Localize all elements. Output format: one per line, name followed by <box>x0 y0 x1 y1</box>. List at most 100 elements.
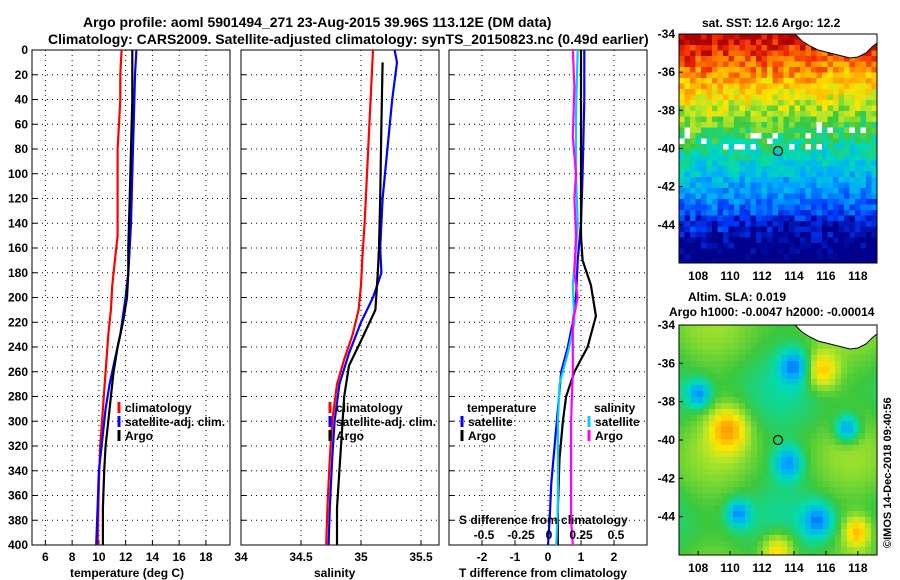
sla-cell <box>703 343 710 350</box>
sla-cell <box>811 523 818 530</box>
sst-cell <box>767 221 773 227</box>
sst-cell <box>800 83 806 90</box>
sst-cell <box>816 94 823 101</box>
sst-cell <box>728 248 735 255</box>
sla-cell <box>739 511 746 518</box>
depth-tick-label: 140 <box>8 216 28 230</box>
sla-cell <box>865 445 872 452</box>
sla-cell <box>853 517 860 524</box>
sla-cell <box>829 547 836 554</box>
sla-cell <box>763 553 770 555</box>
sst-cell <box>794 72 801 79</box>
sla-cell <box>727 493 734 500</box>
sla-cell <box>823 457 830 464</box>
sla-cell <box>751 463 758 470</box>
depth-tick-label: 260 <box>8 365 28 379</box>
sla-cell <box>751 529 758 536</box>
sst-cell <box>745 210 751 216</box>
sst-cell <box>871 105 877 112</box>
sst-cell <box>778 193 784 200</box>
sla-cell <box>793 415 800 422</box>
sla-cell <box>799 469 806 476</box>
sla-cell <box>865 457 872 464</box>
sla-cell <box>745 523 752 530</box>
sla-cell <box>763 379 770 386</box>
sla-cell <box>829 535 836 542</box>
map-lat-tick-label: -36 <box>658 65 676 79</box>
sla-cell <box>745 427 752 434</box>
sst-cell <box>849 221 856 227</box>
sst-cell <box>701 34 707 40</box>
sst-cell <box>717 116 724 123</box>
sla-cell <box>697 523 704 530</box>
sla-cell <box>763 355 770 362</box>
sla-cell <box>709 553 716 555</box>
sla-cell <box>793 547 800 554</box>
sst-cell <box>783 232 790 238</box>
sst-cell <box>734 204 740 211</box>
sst-cell <box>778 78 784 84</box>
sla-cell <box>781 475 788 482</box>
map-lat-tick-label: -38 <box>658 103 676 117</box>
sst-cell <box>679 105 685 112</box>
sla-cell <box>745 493 752 500</box>
sst-cell <box>849 100 856 106</box>
sla-cell <box>823 451 830 458</box>
sla-cell <box>835 433 842 440</box>
sla-cell <box>679 367 686 374</box>
sst-cell <box>860 160 867 167</box>
sst-cell <box>800 39 806 46</box>
sla-cell <box>709 481 716 488</box>
sst-cell <box>690 199 696 205</box>
sst-cell <box>778 100 784 106</box>
sla-cell <box>715 523 722 530</box>
sst-cell <box>778 259 784 263</box>
sst-cell <box>761 116 768 123</box>
sst-cell <box>789 34 795 40</box>
sst-cell <box>778 72 784 79</box>
sla-cell <box>703 481 710 488</box>
sst-cell <box>712 45 718 51</box>
sla-cell <box>871 523 877 530</box>
sst-cell <box>789 160 795 167</box>
sla-cell <box>787 409 794 416</box>
sla-cell <box>835 493 842 500</box>
sst-cell <box>789 122 795 128</box>
sst-cell <box>849 204 856 211</box>
sla-cell <box>709 349 716 356</box>
sla-cell <box>733 433 740 440</box>
sst-cell <box>684 89 691 95</box>
sst-cell <box>690 210 696 216</box>
sla-cell <box>697 367 704 374</box>
sst-cell <box>838 116 845 123</box>
sla-cell <box>829 487 836 494</box>
sla-cell <box>709 343 716 350</box>
sla-cell <box>715 487 722 494</box>
sla-cell <box>679 349 686 356</box>
sst-cell <box>822 72 828 79</box>
sla-cell <box>799 517 806 524</box>
sst-cell <box>800 188 806 194</box>
sst-cell <box>855 237 861 244</box>
sla-cell <box>871 487 877 494</box>
sla-cell <box>757 421 764 428</box>
sst-cell <box>783 89 790 95</box>
map-lat-tick-label: -40 <box>658 433 676 447</box>
sst-cell <box>789 111 795 117</box>
sst-cell <box>866 160 872 167</box>
sla-cell <box>793 367 800 374</box>
sla-cell <box>841 547 848 554</box>
sst-cell <box>723 177 729 183</box>
sst-argo-marker <box>772 145 784 157</box>
sla-cell <box>763 487 770 494</box>
sla-cell <box>805 361 812 368</box>
sla-cell <box>859 457 866 464</box>
sla-cell <box>811 367 818 374</box>
sst-cell <box>761 56 768 62</box>
sla-cell <box>811 421 818 428</box>
sst-cell <box>805 122 812 128</box>
sst-cell <box>695 116 702 123</box>
sst-cell <box>844 105 850 112</box>
sla-cell <box>817 361 824 368</box>
sst-cell <box>679 122 685 128</box>
